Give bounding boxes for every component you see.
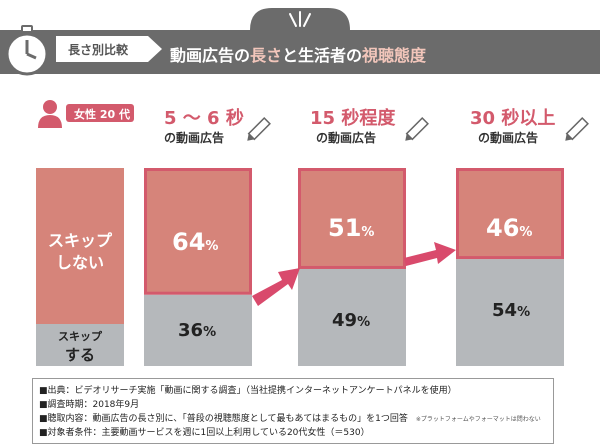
value-label-skip-yes-1: 49%	[332, 310, 371, 331]
category-sub-2: の動画広告	[478, 131, 539, 145]
compare-tab: 長さ別比較	[56, 36, 148, 62]
category-sub-1: の動画広告	[316, 131, 377, 145]
pencil-icon	[565, 117, 589, 141]
footnote-small-note: ※プラットフォームやフォーマットは問わない	[415, 416, 541, 423]
trend-arrow-icon	[404, 242, 456, 266]
pencil-icon	[405, 117, 429, 141]
value-label-skip-no-0: 64%	[172, 228, 219, 256]
bar-skip-no-0	[144, 168, 252, 295]
segment-badge-label: 女性 20 代	[74, 108, 130, 121]
bar-skip-yes-0	[144, 294, 252, 366]
header-decoration	[250, 8, 350, 30]
stacked-bar-chart	[144, 168, 564, 366]
bar-skip-no-2	[456, 168, 564, 260]
value-label-skip-no-2: 46%	[486, 214, 533, 242]
page-title: 動画広告の長さと生活者の視聴態度	[170, 46, 427, 65]
value-label-skip-yes-0: 36%	[178, 320, 217, 341]
stopwatch-icon	[5, 25, 49, 76]
tab-arrow-icon	[148, 36, 162, 62]
legend-skip-yes-label: スキップ する	[58, 330, 102, 364]
pencil-icon	[247, 117, 271, 141]
value-label-skip-no-1: 51%	[328, 214, 375, 242]
category-label-1: 15 秒程度	[310, 108, 396, 129]
legend-skip-no-label: スキップ しない	[47, 231, 112, 272]
footnote-line: ■対象者条件：主要動画サービスを週に1回以上利用している20代女性（＝530）	[39, 428, 370, 438]
footnote-line: ■聴取内容：動画広告の長さ別に、「普段の視聴態度として最もあてはまるもの」を1つ…	[39, 414, 541, 424]
segment-badge: 女性 20 代	[66, 104, 134, 122]
person-icon	[38, 100, 62, 128]
legend-bar-skip-no	[36, 168, 124, 324]
footnote-line: ■出典：ビデオリサーチ実施「動画に関する調査」（当社提携インターネットアンケート…	[39, 386, 457, 396]
category-label-0: 5 〜 6 秒	[164, 108, 244, 129]
source-notes: ■出典：ビデオリサーチ実施「動画に関する調査」（当社提携インターネットアンケート…	[32, 378, 554, 444]
bar-skip-yes-1	[298, 268, 406, 366]
category-label-2: 30 秒以上	[470, 108, 556, 129]
value-label-skip-yes-2: 54%	[492, 300, 531, 321]
bar-skip-no-1	[298, 168, 406, 269]
category-sub-0: の動画広告	[164, 131, 225, 145]
trend-arrow-icon	[252, 268, 300, 306]
legend-bar-skip-yes	[36, 324, 124, 366]
bar-skip-yes-2	[456, 259, 564, 366]
compare-tab-label: 長さ別比較	[68, 43, 129, 57]
footnote-line: ■調査時期：2018年9月	[39, 400, 140, 410]
